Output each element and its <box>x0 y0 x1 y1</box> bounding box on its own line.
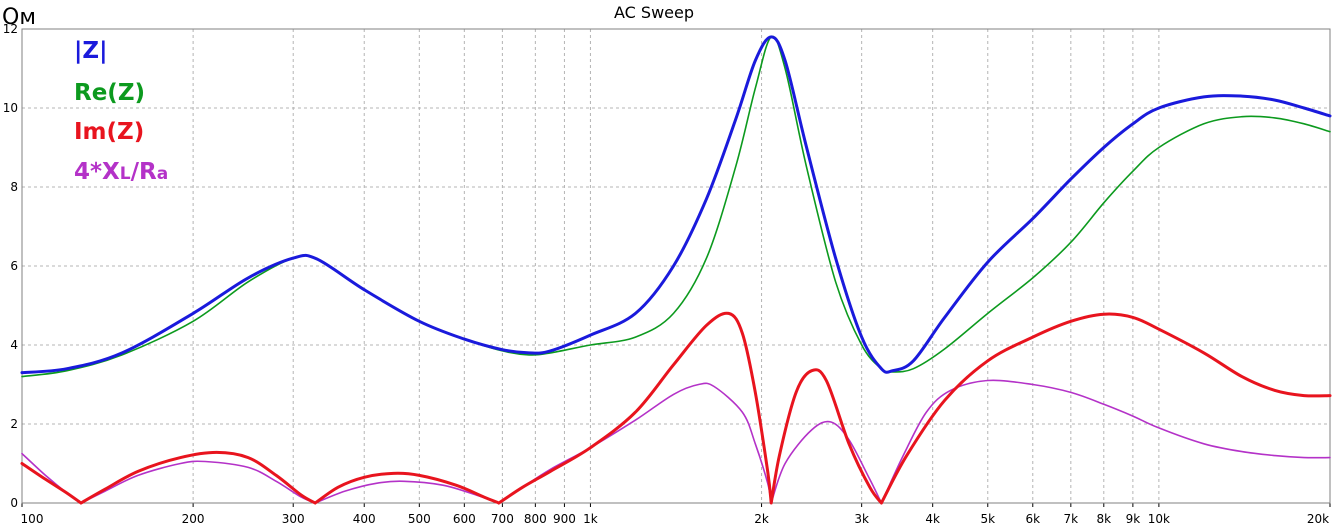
y-tick-label: 4 <box>10 338 18 352</box>
y-tick-label: 6 <box>10 259 18 273</box>
y-tick-label: 10 <box>3 101 18 115</box>
y-tick-label: 8 <box>10 180 18 194</box>
axes <box>21 28 1331 507</box>
tick-labels: 100 200 300 400 500 600 700 800 900 1k 2k 3k 4k 5k 6k 7… <box>3 22 1329 526</box>
x-tick-label: 5k <box>980 512 995 526</box>
legend-entry: |Z| <box>74 38 107 64</box>
grid-lines <box>22 28 1331 503</box>
y-tick-label: 2 <box>10 417 18 431</box>
x-tick-label: 1k <box>583 512 598 526</box>
series-line-xl-ra-ratio <box>21 379 1331 504</box>
legend-entry: 4*XL/Ra <box>74 159 168 185</box>
x-tick-label: 8k <box>1096 512 1111 526</box>
x-tick-label: 2k <box>754 512 769 526</box>
x-tick-label: 6k <box>1025 512 1040 526</box>
series-line-real-part <box>21 35 1331 378</box>
series-lines <box>20 35 1332 505</box>
legend: |Z| Re(Z) Im(Z) 4*XL/Ra <box>74 38 168 185</box>
y-axis-unit-label: Ом <box>2 5 36 30</box>
x-tick-label: 800 <box>524 512 547 526</box>
x-tick-label: 500 <box>408 512 431 526</box>
x-tick-label: 3k <box>854 512 869 526</box>
x-tick-label: 300 <box>282 512 305 526</box>
legend-entry: Re(Z) <box>74 80 145 106</box>
legend-entry: Im(Z) <box>74 119 144 145</box>
y-tick-label: 12 <box>3 22 18 36</box>
x-tick-label: 200 <box>182 512 205 526</box>
x-tick-label: 4k <box>925 512 940 526</box>
x-tick-label: 7k <box>1064 512 1079 526</box>
y-tick-label: 0 <box>10 496 18 510</box>
x-tick-label: 400 <box>353 512 376 526</box>
x-tick-label: 9k <box>1126 512 1141 526</box>
x-tick-label: 20k <box>1307 512 1329 526</box>
chart-title: AC Sweep <box>614 3 694 22</box>
x-tick-label: 600 <box>453 512 476 526</box>
x-tick-label: 900 <box>553 512 576 526</box>
plot-frame <box>21 28 1331 504</box>
series-line-imaginary-part <box>20 311 1332 505</box>
x-tick-label: 700 <box>491 512 514 526</box>
x-tick-label: 100 <box>21 512 44 526</box>
x-tick-label: 10k <box>1148 512 1170 526</box>
series-line-impedance-magnitude <box>20 35 1332 375</box>
